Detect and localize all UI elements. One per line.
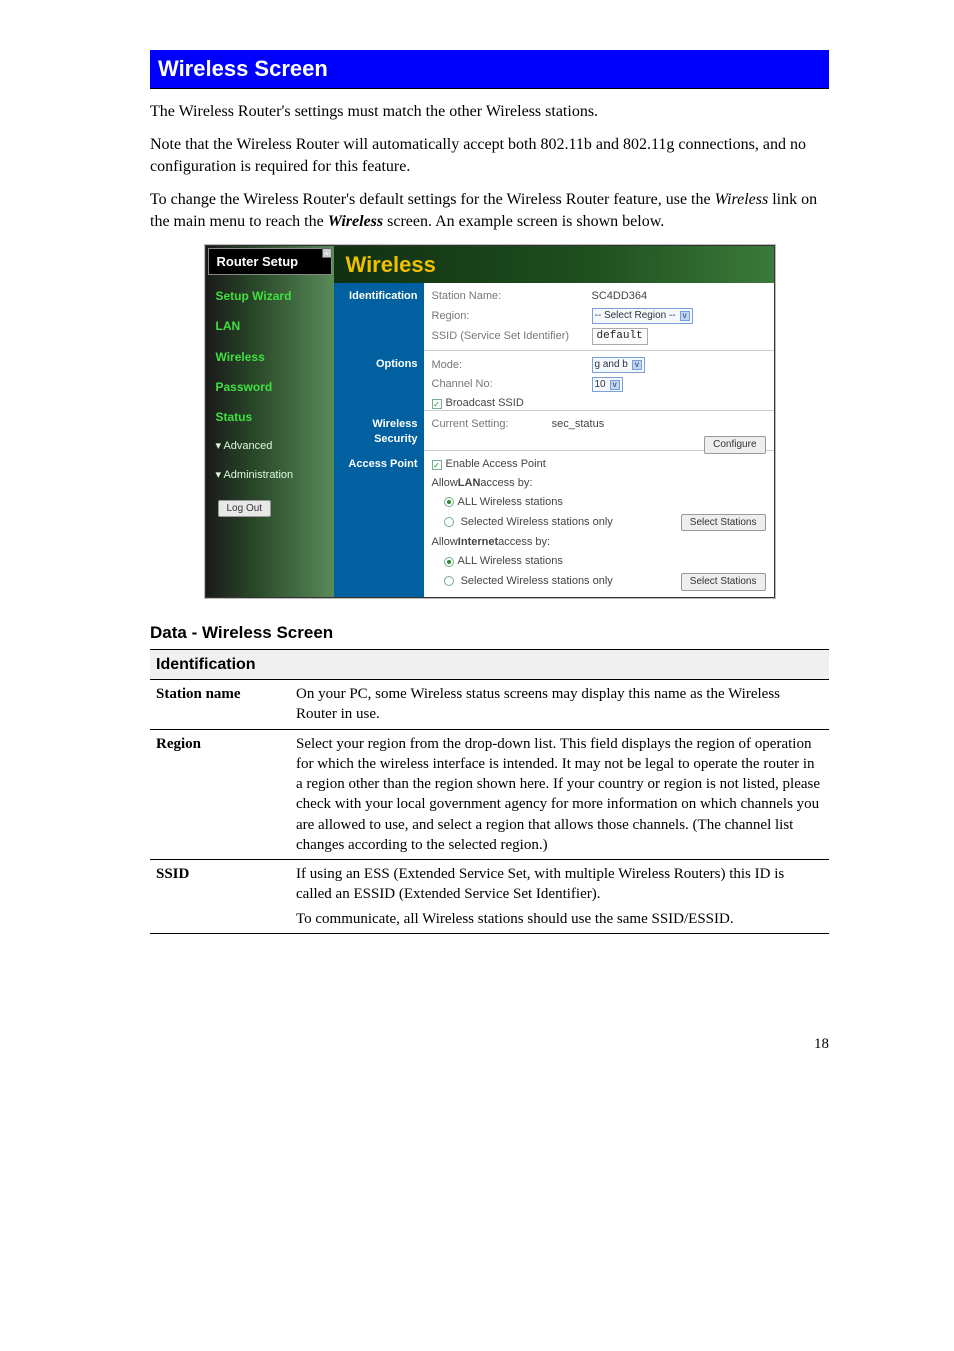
inet-all-radio[interactable] bbox=[444, 557, 454, 567]
row-ssid: SSID (Service Set Identifier) default bbox=[432, 326, 766, 347]
ssid-input[interactable]: default bbox=[592, 328, 648, 345]
station-name-label: Station Name: bbox=[432, 289, 592, 304]
logout-button[interactable]: Log Out bbox=[218, 500, 272, 518]
lan-opt-all: ALL Wireless stations bbox=[432, 493, 766, 512]
wireless-screenshot: ▴ Router Setup Setup Wizard LAN Wireless… bbox=[205, 245, 775, 598]
row-mode: Mode: g and bv bbox=[432, 355, 766, 375]
current-setting-value: sec_status bbox=[552, 418, 605, 430]
inet-selected-label: Selected Wireless stations only bbox=[461, 575, 613, 587]
nav-advanced[interactable]: ▾ Advanced bbox=[206, 432, 334, 461]
current-setting-label: Current Setting: bbox=[432, 418, 509, 430]
inet-selected-radio[interactable] bbox=[444, 576, 454, 586]
field-station-name: Station name bbox=[150, 680, 290, 730]
chevron-down-icon: v bbox=[632, 360, 642, 370]
intro-paragraph-2: Note that the Wireless Router will autom… bbox=[150, 134, 829, 177]
region-label: Region: bbox=[432, 309, 592, 324]
intro-paragraph-3: To change the Wireless Router's default … bbox=[150, 189, 829, 232]
inet-opt-all: ALL Wireless stations bbox=[432, 552, 766, 571]
nav-administration[interactable]: ▾ Administration bbox=[206, 461, 334, 490]
page-number: 18 bbox=[150, 1034, 829, 1054]
channel-select[interactable]: 10v bbox=[592, 377, 623, 393]
table-group-header: Identification bbox=[150, 649, 829, 680]
nav-status[interactable]: Status bbox=[206, 402, 334, 432]
lan-selected-radio[interactable] bbox=[444, 517, 454, 527]
nav-setup-wizard[interactable]: Setup Wizard bbox=[206, 281, 334, 311]
group-identification: Identification bbox=[150, 649, 829, 680]
row-enable-ap: ✓ Enable Access Point bbox=[432, 455, 766, 474]
row-channel: Channel No: 10v bbox=[432, 375, 766, 395]
nav-header: Router Setup bbox=[208, 248, 332, 276]
lan-all-label: ALL Wireless stations bbox=[458, 495, 563, 510]
intro3-italic-1: Wireless bbox=[715, 191, 769, 208]
row-region: Region: -- Select Region --v bbox=[432, 306, 766, 326]
lan-all-radio[interactable] bbox=[444, 497, 454, 507]
mode-label: Mode: bbox=[432, 358, 592, 373]
desc-ssid: If using an ESS (Extended Service Set, w… bbox=[290, 860, 829, 934]
data-table-heading: Data - Wireless Screen bbox=[150, 622, 829, 645]
chevron-down-icon: v bbox=[680, 311, 690, 321]
table-row: SSID If using an ESS (Extended Service S… bbox=[150, 860, 829, 934]
section-label-identification: Identification bbox=[334, 283, 424, 351]
broadcast-ssid-label: Broadcast SSID bbox=[446, 396, 524, 411]
internet-access-header: Allow Internet access by: bbox=[432, 533, 766, 552]
row-current-setting: Current Setting: sec_status bbox=[432, 415, 766, 434]
lan-access-header: Allow LAN access by: bbox=[432, 474, 766, 493]
nav-wireless[interactable]: Wireless bbox=[206, 342, 334, 372]
nav-sidebar: ▴ Router Setup Setup Wizard LAN Wireless… bbox=[206, 246, 334, 597]
lan-selected-label: Selected Wireless stations only bbox=[461, 516, 613, 528]
broadcast-ssid-checkbox[interactable]: ✓ bbox=[432, 399, 442, 409]
section-title: Wireless Screen bbox=[150, 50, 829, 89]
section-label-wireless-security: WirelessSecurity bbox=[334, 411, 424, 451]
row-station-name: Station Name: SC4DD364 bbox=[432, 287, 766, 306]
select-stations-button-internet[interactable]: Select Stations bbox=[681, 573, 766, 591]
panel-title: Wireless bbox=[334, 246, 774, 284]
nav-lan[interactable]: LAN bbox=[206, 311, 334, 341]
channel-label: Channel No: bbox=[432, 377, 592, 392]
chevron-down-icon: v bbox=[610, 380, 620, 390]
field-ssid: SSID bbox=[150, 860, 290, 934]
lan-opt-selected: Selected Wireless stations only Select S… bbox=[432, 512, 766, 534]
enable-ap-checkbox[interactable]: ✓ bbox=[432, 460, 442, 470]
nav-password[interactable]: Password bbox=[206, 372, 334, 402]
field-region: Region bbox=[150, 729, 290, 860]
intro3-text-a: To change the Wireless Router's default … bbox=[150, 191, 715, 208]
ssid-label: SSID (Service Set Identifier) bbox=[432, 329, 592, 344]
station-name-value: SC4DD364 bbox=[592, 289, 648, 304]
desc-station-name: On your PC, some Wireless status screens… bbox=[290, 680, 829, 730]
table-row: Region Select your region from the drop-… bbox=[150, 729, 829, 860]
mode-select[interactable]: g and bv bbox=[592, 357, 645, 373]
inet-opt-selected: Selected Wireless stations only Select S… bbox=[432, 571, 766, 593]
intro-paragraph-1: The Wireless Router's settings must matc… bbox=[150, 101, 829, 123]
select-stations-button-lan[interactable]: Select Stations bbox=[681, 514, 766, 532]
region-select[interactable]: -- Select Region --v bbox=[592, 308, 693, 324]
configure-button[interactable]: Configure bbox=[704, 436, 765, 454]
inet-all-label: ALL Wireless stations bbox=[458, 554, 563, 569]
intro3-text-c: screen. An example screen is shown below… bbox=[383, 213, 664, 230]
desc-region: Select your region from the drop-down li… bbox=[290, 729, 829, 860]
enable-ap-label: Enable Access Point bbox=[446, 457, 546, 472]
section-label-options: Options bbox=[334, 351, 424, 411]
table-row: Station name On your PC, some Wireless s… bbox=[150, 680, 829, 730]
data-table: Identification Station name On your PC, … bbox=[150, 649, 829, 934]
section-label-access-point: Access Point bbox=[334, 451, 424, 478]
intro3-italic-2: Wireless bbox=[328, 213, 383, 230]
scroll-up-icon[interactable]: ▴ bbox=[322, 248, 332, 258]
